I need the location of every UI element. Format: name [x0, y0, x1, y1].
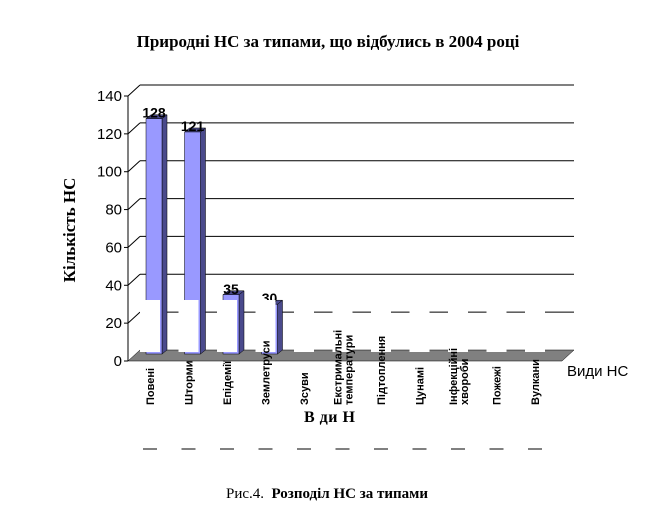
x-tick-label-line: Вулкани: [530, 359, 542, 405]
gridline-diag: [127, 122, 141, 135]
y-tick-label: 40: [105, 277, 122, 294]
x-tick-label: Екстримальнітемператури: [333, 330, 356, 405]
x-tick-label: Підтоплення: [376, 336, 388, 405]
y-tick-label: 140: [97, 88, 122, 105]
x-tick-label-line: Підтоплення: [376, 336, 388, 405]
category-label-bg: [332, 300, 353, 352]
x-tick-label-line: Цунамі: [415, 367, 427, 405]
y-tick-label: 80: [105, 202, 122, 219]
x-tick-label: Пожежі: [492, 366, 504, 405]
data-label: 35: [223, 281, 239, 297]
figure-caption: Рис.4. Розподіл НС за типами: [0, 486, 654, 503]
bar-side: [161, 114, 168, 355]
x-tick-label: Землетруси: [261, 340, 273, 405]
y-tick-label: 120: [97, 126, 122, 143]
x-tick-label: Вулкани: [530, 359, 542, 405]
x-tick-label: Цунамі: [415, 367, 427, 405]
bar: [145, 118, 163, 355]
y-tick-label: 20: [105, 315, 122, 332]
category-label-bg: [448, 300, 468, 352]
y-axis-label: Кількість НС: [60, 177, 79, 283]
bar: [184, 131, 201, 355]
category-label-bg: [255, 300, 276, 352]
x-tick-label-line: температури: [344, 335, 356, 405]
x-tick-label-line: Повені: [145, 368, 157, 405]
bar-side: [200, 127, 206, 355]
bar-side: [238, 290, 245, 355]
x-tick-label: Зсуви: [299, 372, 311, 405]
gridline-diag: [127, 198, 141, 210]
gridline-diag: [127, 160, 141, 173]
data-label: 128: [142, 105, 166, 121]
gridline-diag: [127, 311, 141, 324]
caption-prefix: Рис.4.: [225, 486, 265, 502]
x-tick-label-line: Шторми: [184, 361, 196, 406]
y-tick-label: 100: [97, 164, 122, 181]
x-tick-label: Повені: [145, 368, 157, 405]
x-tick-label-line: Пожежі: [492, 366, 504, 405]
category-label-bg: [486, 300, 507, 352]
gridline-diag: [127, 84, 141, 97]
gridline-diag: [127, 273, 141, 286]
x-tick-label: Шторми: [184, 361, 196, 406]
category-label-bg: [140, 300, 160, 352]
x-tick-label: Епідемії: [222, 360, 234, 405]
x-axis-label: Види НС: [567, 363, 629, 380]
category-label-bg: [525, 300, 545, 352]
x-tick-label-line: Епідемії: [222, 360, 234, 405]
x-tick-label-line: Зсуви: [299, 372, 311, 405]
y-tick-label: 60: [105, 239, 122, 256]
bar-side: [277, 299, 283, 355]
y-tick-label: 0: [114, 353, 122, 370]
category-label-bg: [409, 300, 430, 352]
x-tick-label: Інфекційніхвороби: [448, 348, 471, 405]
caption-text: Розподіл НС за типами: [271, 486, 429, 502]
x-axis-label-bottom: В ди Н: [304, 409, 356, 426]
category-label-bg: [178, 300, 199, 352]
category-label-bg: [217, 300, 237, 352]
category-label-bg: [294, 300, 314, 352]
x-tick-label-line: Екстримальні: [333, 330, 345, 405]
x-tick-label-line: хвороби: [459, 359, 471, 405]
category-label-bg: [371, 300, 391, 352]
data-label: 121: [181, 118, 205, 134]
x-tick-label-line: Землетруси: [261, 340, 273, 405]
chart-title: Природні НС за типами, що відбулись в 20…: [136, 32, 520, 51]
x-tick-label-line: Інфекційні: [448, 348, 460, 405]
gridline-diag: [127, 236, 141, 248]
